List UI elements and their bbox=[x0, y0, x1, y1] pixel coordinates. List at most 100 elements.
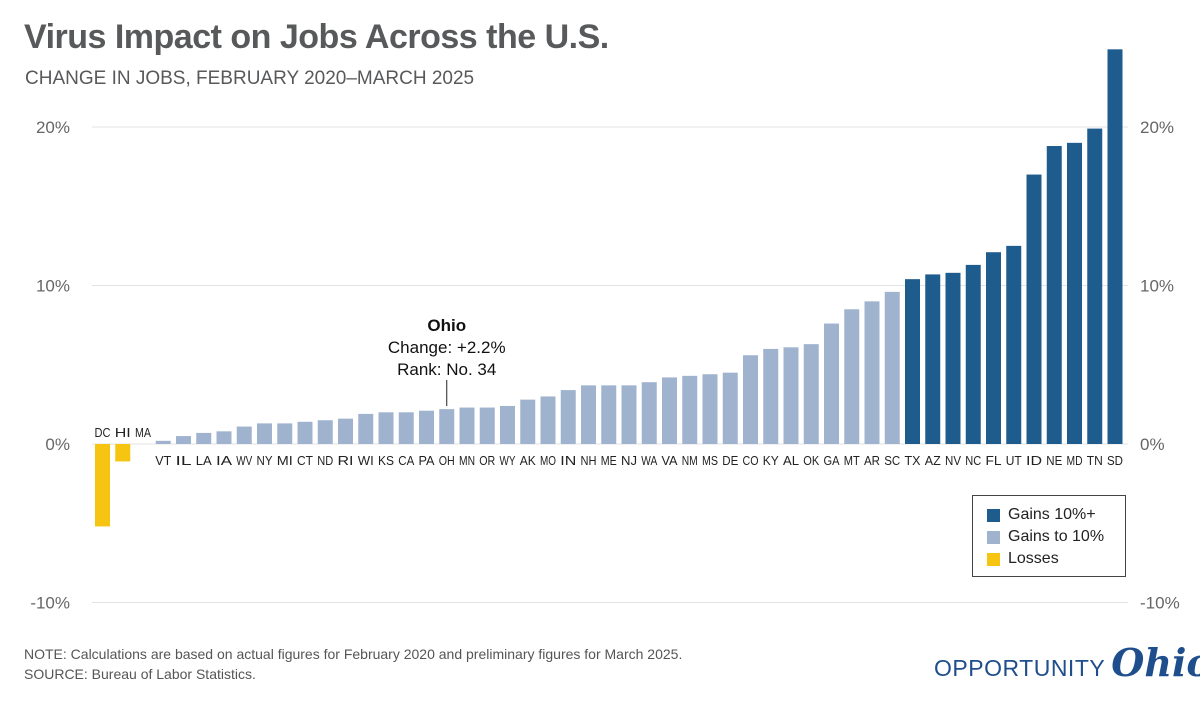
bar-hi bbox=[115, 444, 131, 462]
category-label-pa: PA bbox=[419, 453, 435, 468]
bar-la bbox=[196, 432, 212, 444]
bar-tn bbox=[1087, 128, 1103, 444]
y-tick-label-right: -10% bbox=[1140, 594, 1180, 613]
category-label-co: CO bbox=[743, 453, 759, 468]
bar-wy bbox=[500, 405, 515, 444]
category-label-ma: MA bbox=[135, 425, 151, 440]
category-label-ny: NY bbox=[257, 453, 273, 468]
bar-ak bbox=[520, 399, 536, 444]
category-label-ri: RI bbox=[338, 453, 354, 468]
bar-ia bbox=[216, 431, 232, 444]
bar-ga bbox=[824, 323, 839, 444]
category-label-ga: GA bbox=[824, 453, 840, 468]
category-label-ut: UT bbox=[1006, 453, 1022, 468]
bar-ne bbox=[1046, 146, 1062, 444]
bar-me bbox=[601, 385, 617, 444]
y-tick-label-left: -10% bbox=[30, 594, 70, 613]
bar-ny bbox=[257, 423, 272, 444]
bar-nv bbox=[945, 272, 961, 444]
bar-mn bbox=[459, 407, 475, 444]
category-label-la: LA bbox=[196, 453, 212, 468]
category-label-wi: WI bbox=[358, 453, 374, 468]
legend-swatch-gains-10-plus bbox=[987, 508, 1000, 522]
category-label-ia: IA bbox=[216, 453, 232, 468]
bar-wv bbox=[236, 426, 252, 444]
category-label-mi: MI bbox=[277, 453, 293, 468]
bar-md bbox=[1067, 142, 1082, 444]
legend-label-gains-to-10: Gains to 10% bbox=[1008, 528, 1105, 545]
bar-in bbox=[560, 390, 576, 444]
bar-co bbox=[743, 355, 758, 444]
bar-vt bbox=[155, 440, 171, 444]
opportunity-ohio-logo: OPPORTUNITY Ohio bbox=[934, 640, 1200, 690]
category-label-ok: OK bbox=[803, 453, 819, 468]
logo-text: OPPORTUNITY bbox=[934, 655, 1106, 681]
category-label-ne: NE bbox=[1046, 453, 1062, 468]
bar-ct bbox=[297, 421, 313, 444]
category-label-de: DE bbox=[722, 453, 738, 468]
annotation-title: Ohio bbox=[427, 316, 466, 335]
bar-il bbox=[176, 436, 191, 444]
category-label-ak: AK bbox=[520, 453, 536, 468]
category-label-tn: TN bbox=[1087, 453, 1103, 468]
category-label-az: AZ bbox=[925, 453, 941, 468]
category-label-mt: MT bbox=[844, 453, 860, 468]
bar-oh bbox=[439, 409, 455, 444]
bar-de bbox=[722, 372, 738, 444]
bar-nj bbox=[621, 385, 637, 444]
chart-subtitle: CHANGE IN JOBS, FEBRUARY 2020–MARCH 2025 bbox=[25, 68, 475, 89]
category-label-in: IN bbox=[560, 453, 576, 468]
category-label-sd: SD bbox=[1107, 453, 1123, 468]
category-label-dc: DC bbox=[95, 425, 111, 440]
legend-label-losses: Losses bbox=[1008, 550, 1059, 567]
bar-az bbox=[925, 274, 941, 444]
bar-wa bbox=[641, 382, 657, 444]
legend-item-gains-10-plus: Gains 10%+ bbox=[987, 504, 1125, 526]
bar-nc bbox=[965, 264, 981, 444]
bar-ok bbox=[803, 344, 819, 444]
bar-sd bbox=[1107, 49, 1123, 445]
annotation-rank: Rank: No. 34 bbox=[397, 360, 496, 379]
source-text: SOURCE: Bureau of Labor Statistics. bbox=[24, 666, 256, 682]
legend-item-gains-to-10: Gains to 10% bbox=[987, 526, 1125, 548]
bar-pa bbox=[419, 410, 434, 444]
bar-va bbox=[662, 377, 677, 444]
category-label-tx: TX bbox=[905, 453, 921, 468]
bar-ky bbox=[763, 348, 779, 444]
bar-ms bbox=[702, 374, 718, 444]
category-label-ca: CA bbox=[398, 453, 414, 468]
category-label-al: AL bbox=[783, 453, 799, 468]
category-label-wy: WY bbox=[500, 453, 516, 468]
category-label-fl: FL bbox=[986, 453, 1002, 468]
category-label-sc: SC bbox=[884, 453, 900, 468]
category-label-nc: NC bbox=[965, 453, 981, 468]
bar-nd bbox=[317, 420, 333, 444]
y-tick-label-right: 10% bbox=[1140, 277, 1174, 296]
y-tick-label-right: 20% bbox=[1140, 118, 1174, 137]
category-label-oh: OH bbox=[439, 453, 455, 468]
bar-ks bbox=[378, 412, 394, 444]
bar-mt bbox=[844, 309, 860, 444]
category-label-nj: NJ bbox=[621, 453, 637, 468]
category-label-mn: MN bbox=[459, 453, 475, 468]
legend-swatch-losses bbox=[987, 552, 1000, 566]
bar-ar bbox=[864, 301, 880, 444]
category-label-nh: NH bbox=[581, 453, 597, 468]
category-label-nm: NM bbox=[682, 453, 698, 468]
bar-al bbox=[783, 347, 799, 444]
category-label-va: VA bbox=[662, 453, 678, 468]
bar-mi bbox=[277, 423, 293, 444]
chart-title: Virus Impact on Jobs Across the U.S. bbox=[24, 18, 609, 56]
category-label-or: OR bbox=[479, 453, 495, 468]
category-label-nd: ND bbox=[317, 453, 333, 468]
category-label-ms: MS bbox=[702, 453, 718, 468]
category-label-me: ME bbox=[601, 453, 617, 468]
bar-nh bbox=[581, 385, 596, 444]
y-tick-label-left: 0% bbox=[45, 435, 70, 454]
bar-or bbox=[479, 407, 495, 444]
footnote: NOTE: Calculations are based on actual f… bbox=[24, 644, 682, 684]
bar-ca bbox=[398, 412, 414, 444]
bar-ri bbox=[338, 418, 353, 444]
bar-wi bbox=[358, 413, 374, 444]
